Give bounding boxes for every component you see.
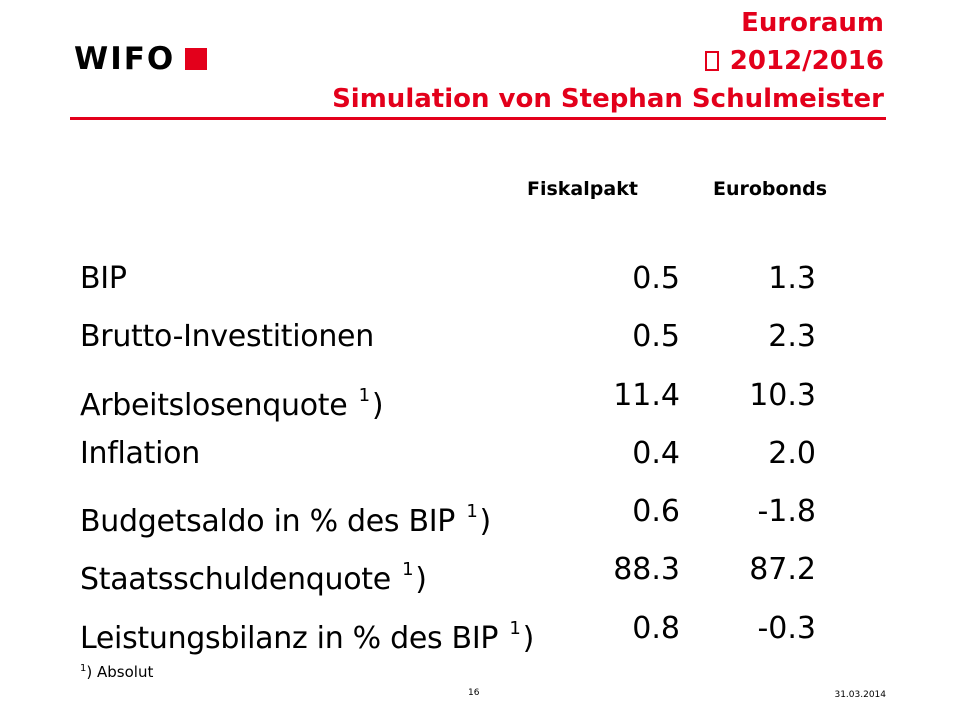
- row-label-text: Leistungsbilanz in % des BIP: [80, 620, 508, 656]
- footnote-text: ) Absolut: [86, 663, 154, 681]
- value-eurobonds: 2.3: [768, 319, 816, 355]
- footnote-marker: 1: [402, 559, 414, 581]
- title-line-2-text: 2012/2016: [720, 46, 884, 76]
- footnote-paren: ): [479, 504, 492, 540]
- value-eurobonds: 10.3: [749, 377, 816, 413]
- table-row: Inflation 0.4 2.0: [80, 425, 840, 483]
- table-row: Brutto-Investitionen 0.5 2.3: [80, 308, 840, 366]
- data-table: BIP 0.5 1.3 Brutto-Investitionen 0.5 2.3…: [80, 250, 840, 658]
- footnote-paren: ): [371, 387, 384, 423]
- row-label-text: Brutto-Investitionen: [80, 319, 374, 355]
- row-label-text: Arbeitslosenquote: [80, 387, 357, 423]
- value-fiskalpakt: 88.3: [613, 552, 680, 588]
- value-eurobonds: -1.8: [757, 494, 816, 530]
- value-eurobonds: 87.2: [749, 552, 816, 588]
- footnote-marker: 1: [358, 384, 370, 406]
- value-eurobonds: -0.3: [757, 610, 816, 646]
- table-row: Arbeitslosenquote 1) 11.4 10.3: [80, 367, 840, 425]
- value-eurobonds: 2.0: [768, 435, 816, 471]
- footnote-paren: ): [522, 620, 535, 656]
- footnote-marker: 1: [466, 501, 478, 523]
- row-label-text: Staatsschuldenquote: [80, 562, 401, 598]
- row-label: Staatsschuldenquote 1): [80, 541, 427, 609]
- logo-text: WIFO: [74, 41, 176, 77]
- row-label: Budgetsaldo in % des BIP 1): [80, 483, 491, 551]
- slide-title: Euroraum 2012/2016 Simulation von Stepha…: [332, 4, 884, 118]
- value-fiskalpakt: 11.4: [613, 377, 680, 413]
- table-row: BIP 0.5 1.3: [80, 250, 840, 308]
- wifo-logo: WIFO: [74, 41, 208, 77]
- value-fiskalpakt: 0.5: [632, 319, 680, 355]
- footnote-number: 1: [80, 663, 87, 674]
- column-header-fiskalpakt: Fiskalpakt: [527, 178, 638, 200]
- slide-date: 31.03.2014: [834, 690, 886, 700]
- row-label: Leistungsbilanz in % des BIP 1): [80, 600, 534, 668]
- value-eurobonds: 1.3: [768, 261, 816, 296]
- row-label-text: Inflation: [80, 435, 200, 471]
- logo-square-icon: [185, 48, 208, 70]
- value-fiskalpakt: 0.5: [632, 261, 680, 296]
- row-label-text: BIP: [80, 261, 127, 296]
- value-fiskalpakt: 0.6: [632, 494, 680, 530]
- footnote: 1) Absolut: [80, 663, 153, 681]
- table-row: Budgetsaldo in % des BIP 1) 0.6 -1.8: [80, 483, 840, 541]
- table-row: Staatsschuldenquote 1) 88.3 87.2: [80, 541, 840, 599]
- title-divider: [70, 117, 886, 120]
- table-row: Leistungsbilanz in % des BIP 1) 0.8 -0.3: [80, 600, 840, 658]
- missing-glyph-icon: [704, 51, 719, 71]
- row-label: BIP: [80, 250, 127, 308]
- column-header-eurobonds: Eurobonds: [713, 178, 828, 200]
- value-fiskalpakt: 0.4: [632, 435, 680, 471]
- row-label: Inflation: [80, 425, 200, 483]
- footnote-paren: ): [415, 562, 427, 598]
- row-label: Brutto-Investitionen: [80, 308, 374, 366]
- footnote-marker: 1: [509, 617, 521, 639]
- value-fiskalpakt: 0.8: [632, 610, 680, 646]
- row-label: Arbeitslosenquote 1): [80, 367, 384, 435]
- title-line-3: Simulation von Stephan Schulmeister: [332, 84, 884, 114]
- title-line-2: 2012/2016: [332, 42, 884, 80]
- title-line-1: Euroraum: [741, 8, 884, 38]
- row-label-text: Budgetsaldo in % des BIP: [80, 504, 465, 540]
- page-number: 16: [468, 688, 480, 698]
